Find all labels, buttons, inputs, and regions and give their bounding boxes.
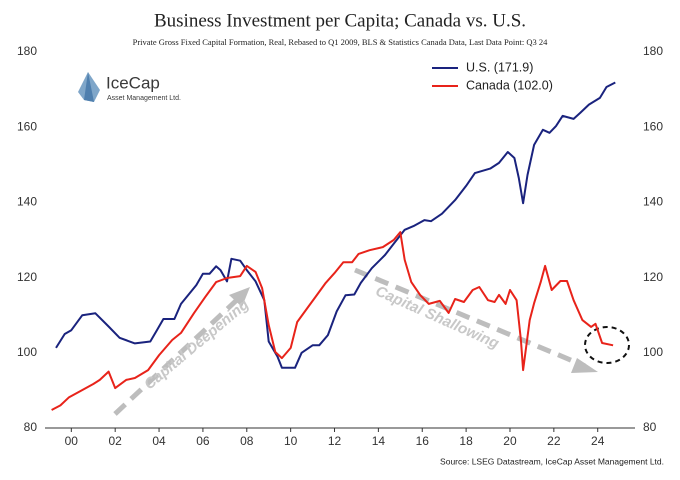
logo-tagline: Asset Management Ltd. bbox=[107, 95, 181, 102]
arrow bbox=[354, 267, 586, 369]
y-tick-label: 120 bbox=[17, 270, 37, 284]
y2-tick-label: 140 bbox=[643, 195, 663, 209]
logo-icon bbox=[84, 72, 94, 102]
x-tick-label: 24 bbox=[591, 434, 605, 448]
y-tick-label: 140 bbox=[17, 195, 37, 209]
x-tick-label: 18 bbox=[459, 434, 473, 448]
arrow-head bbox=[571, 358, 598, 373]
arrow-head bbox=[229, 287, 250, 307]
y2-tick-label: 120 bbox=[643, 270, 663, 284]
y-tick-label: 100 bbox=[17, 345, 37, 359]
legend-label: U.S. (171.9) bbox=[466, 60, 533, 74]
series-line bbox=[55, 81, 616, 369]
chart-subtitle: Private Gross Fixed Capital Formation, R… bbox=[133, 37, 549, 47]
x-tick-label: 22 bbox=[547, 434, 561, 448]
x-tick-label: 20 bbox=[503, 434, 517, 448]
highlight-circle bbox=[584, 326, 630, 364]
y2-tick-label: 80 bbox=[643, 420, 657, 434]
legend-label: Canada (102.0) bbox=[466, 78, 553, 92]
x-tick-label: 02 bbox=[109, 434, 123, 448]
x-tick-label: 04 bbox=[152, 434, 166, 448]
chart-title: Business Investment per Capita; Canada v… bbox=[154, 10, 526, 31]
x-tick-label: 08 bbox=[240, 434, 254, 448]
source: Source: LSEG Datastream, IceCap Asset Ma… bbox=[440, 456, 664, 466]
y-tick-label: 80 bbox=[24, 420, 38, 434]
logo-name: IceCap bbox=[106, 73, 160, 92]
x-tick-label: 10 bbox=[284, 434, 298, 448]
x-tick-label: 00 bbox=[65, 434, 79, 448]
y-tick-label: 160 bbox=[17, 119, 37, 133]
arrow bbox=[113, 295, 242, 416]
series-line bbox=[51, 231, 614, 411]
y2-tick-label: 160 bbox=[643, 119, 663, 133]
x-tick-label: 16 bbox=[416, 434, 430, 448]
x-tick-label: 12 bbox=[328, 434, 342, 448]
y-tick-label: 180 bbox=[17, 44, 37, 58]
y2-tick-label: 180 bbox=[643, 44, 663, 58]
x-tick-label: 14 bbox=[372, 434, 386, 448]
x-tick-label: 06 bbox=[196, 434, 210, 448]
y2-tick-label: 100 bbox=[643, 345, 663, 359]
logo: IceCap Asset Management Ltd. bbox=[78, 72, 181, 102]
